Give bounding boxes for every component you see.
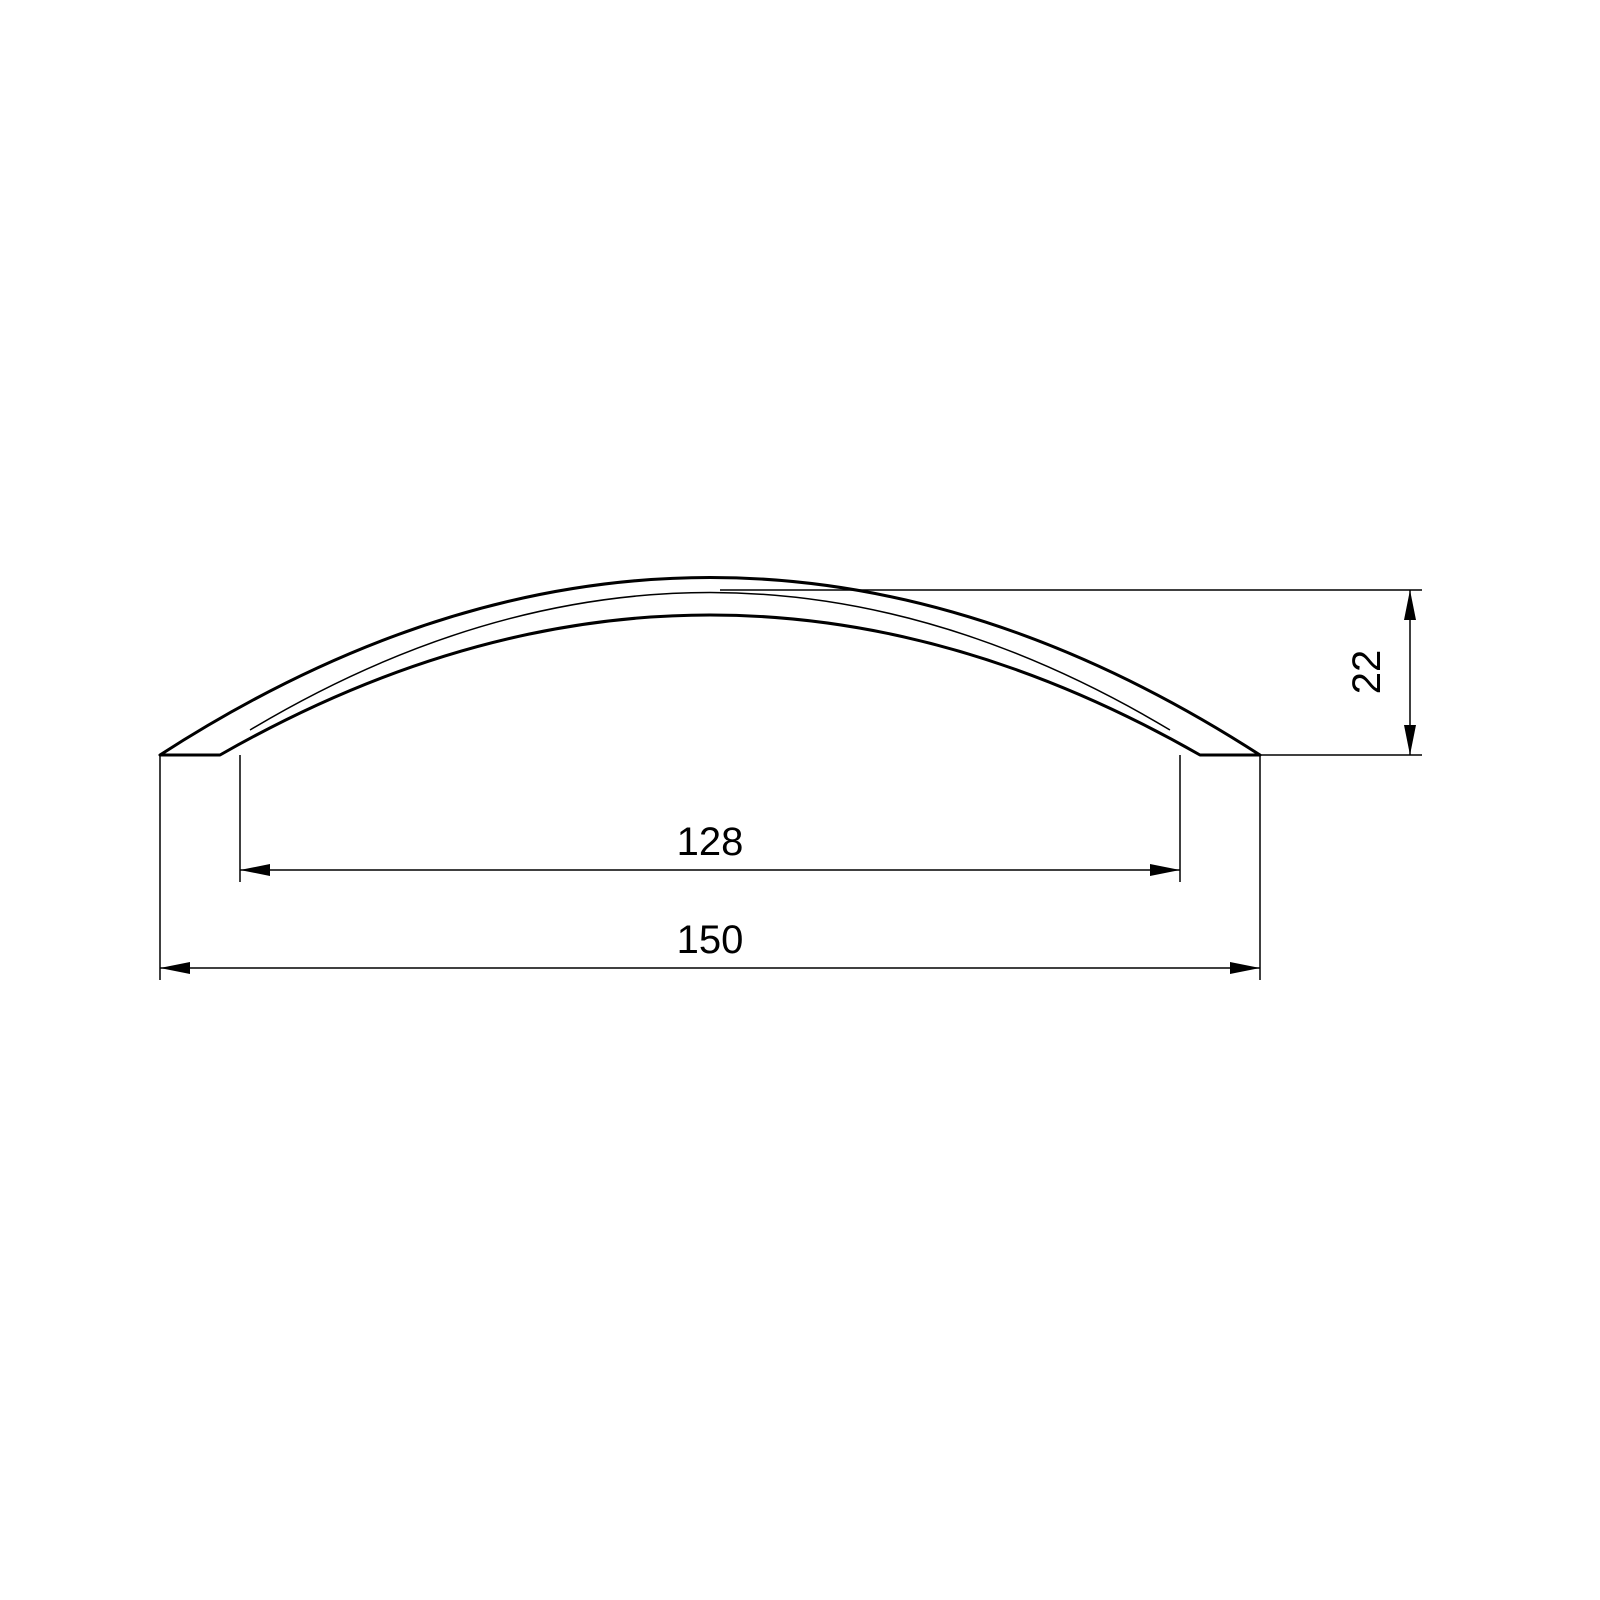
handle-outline xyxy=(160,578,1260,756)
dimension-150-label: 150 xyxy=(677,918,744,962)
dimension-22-label: 22 xyxy=(1345,650,1389,695)
dimension-22: 22 xyxy=(1345,590,1416,755)
extension-lines xyxy=(160,590,1422,980)
dimension-150: 150 xyxy=(160,918,1260,974)
dimension-128: 128 xyxy=(240,820,1180,876)
dimension-128-label: 128 xyxy=(677,820,744,864)
technical-drawing: 128 150 22 xyxy=(0,0,1600,1600)
handle-inner-arc xyxy=(250,593,1170,731)
